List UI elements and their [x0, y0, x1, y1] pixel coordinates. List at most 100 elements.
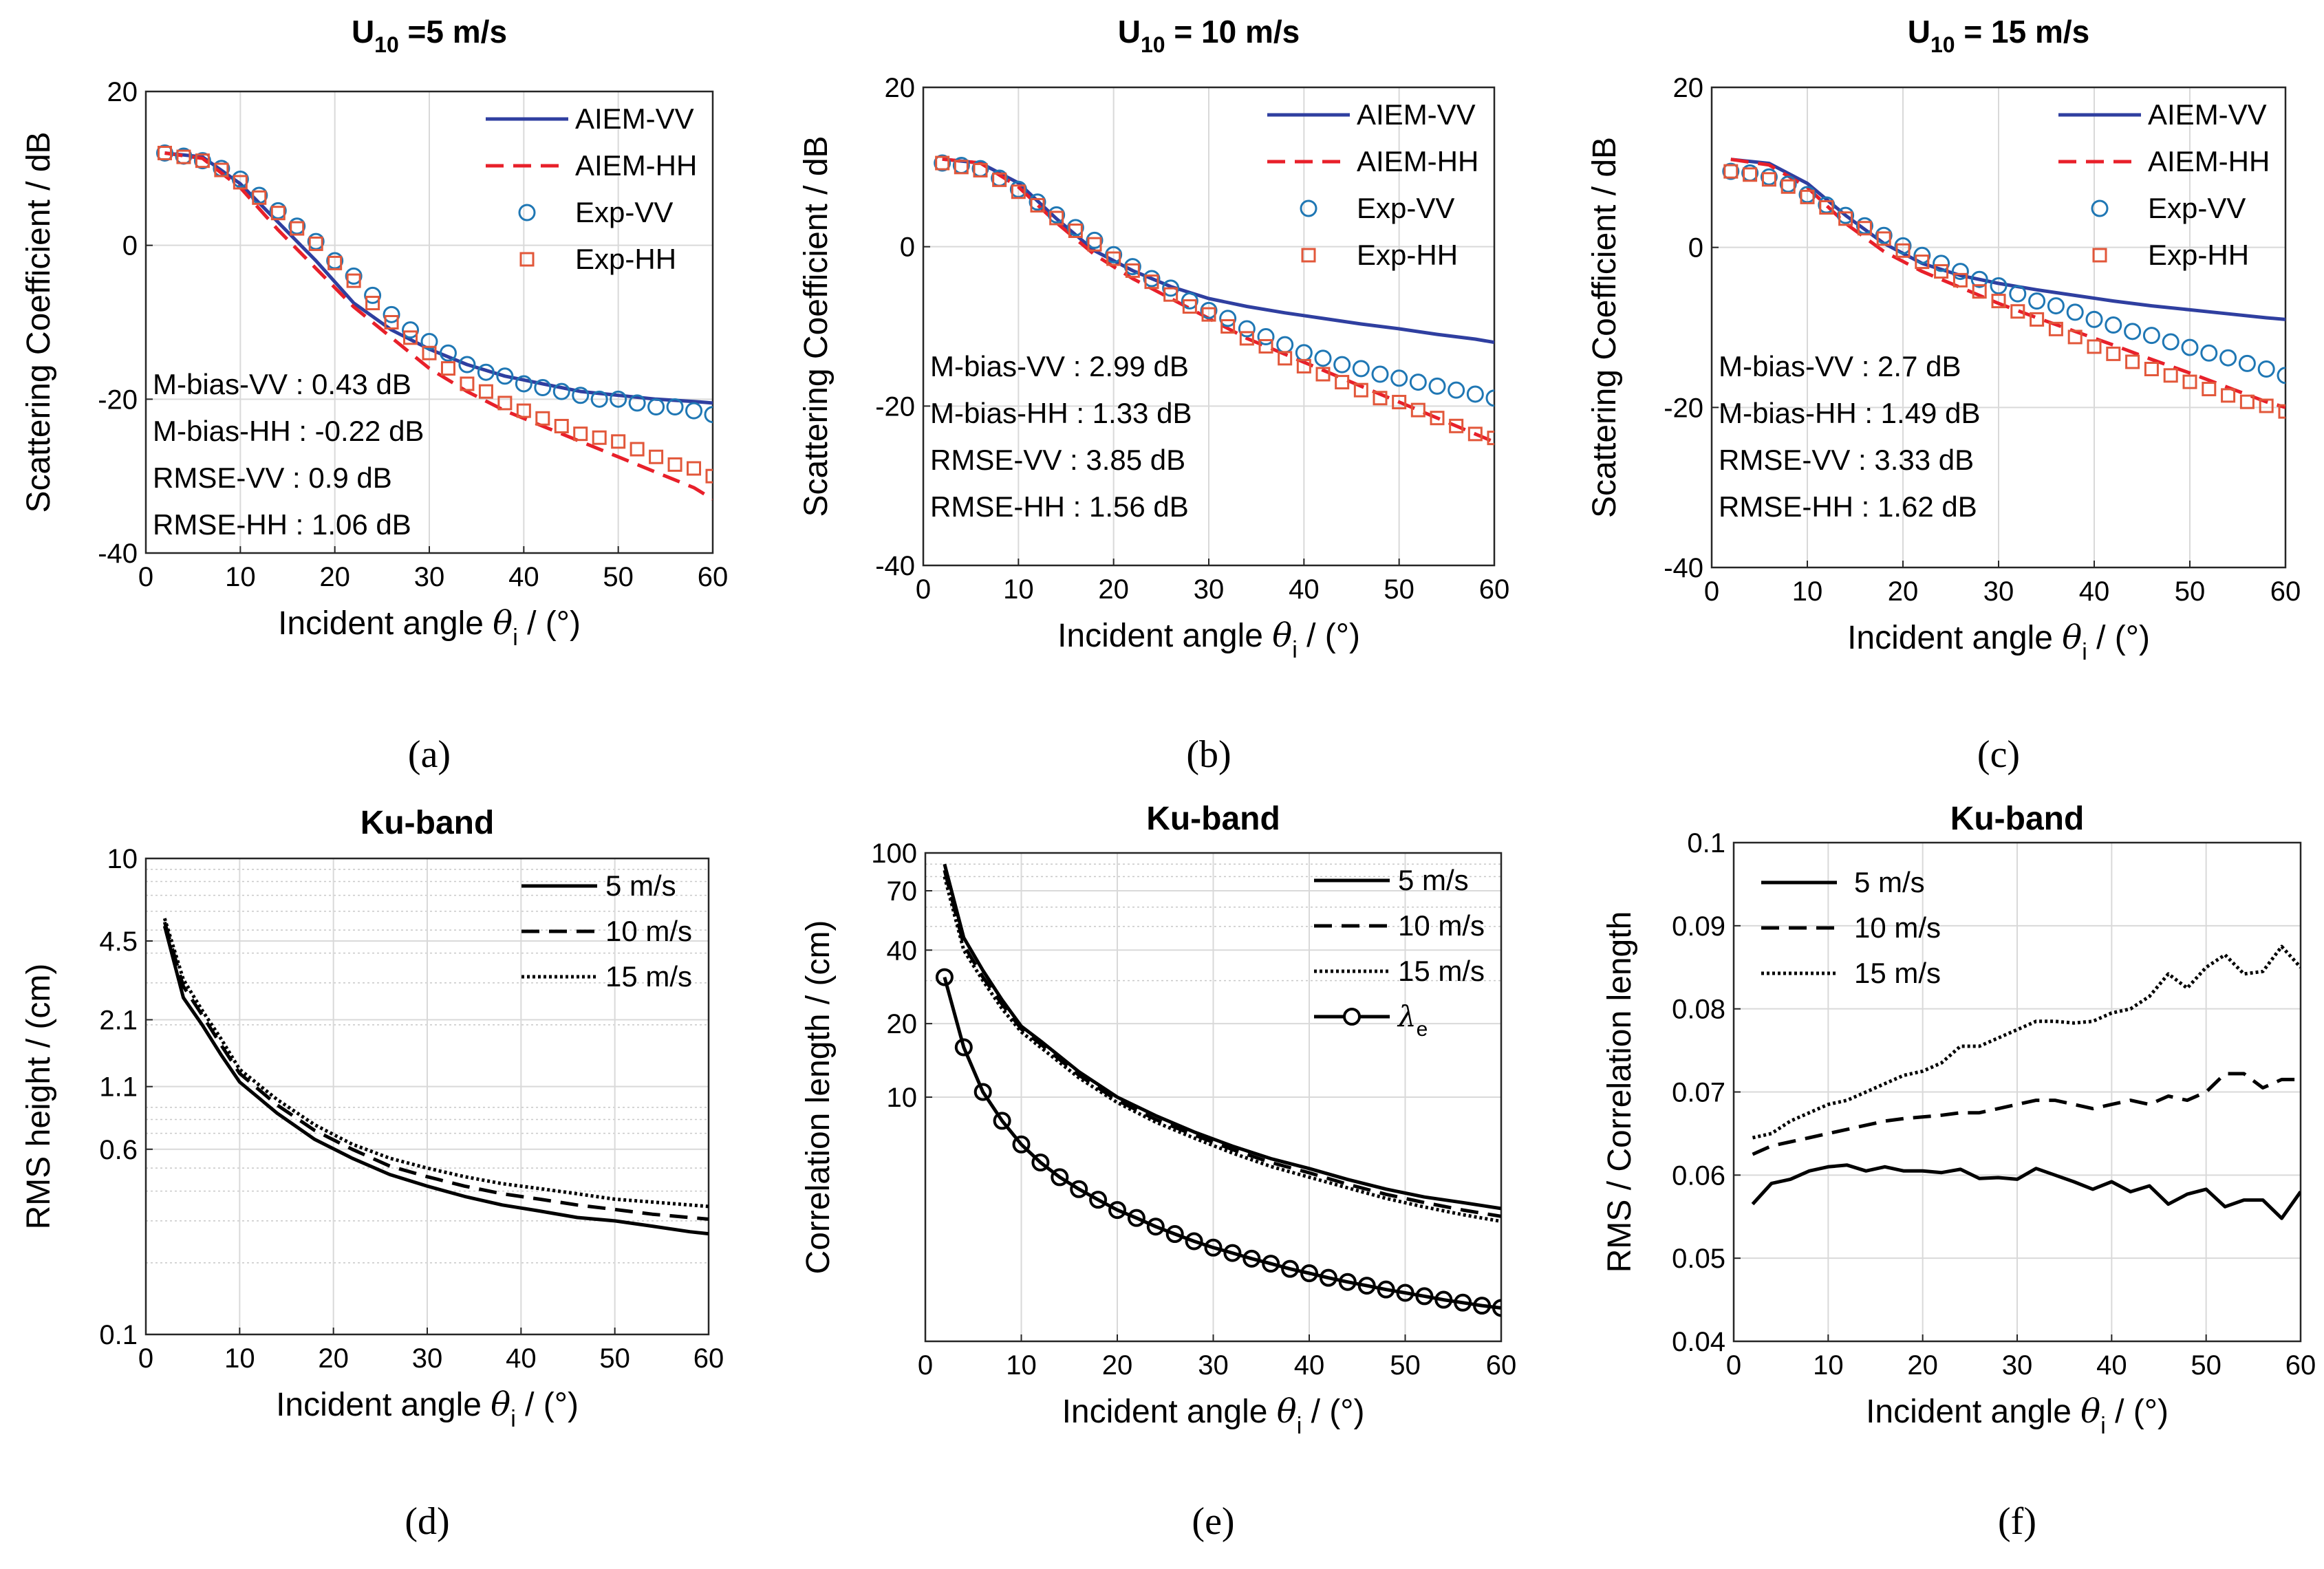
series-aiem-hh [164, 151, 713, 501]
data-point [954, 1038, 973, 1057]
data-point [649, 449, 664, 464]
data-point [1467, 426, 1483, 442]
data-point [1012, 1135, 1031, 1154]
legend-label: λe [1397, 999, 1428, 1041]
data-point [1011, 184, 1026, 199]
data-point [1837, 206, 1855, 224]
data-point [458, 356, 476, 374]
plot-area-c [1722, 158, 2285, 419]
legend-marker [518, 204, 536, 221]
panel-caption: (a) [408, 733, 451, 776]
data-point [935, 155, 950, 171]
y-tick-label: 70 [887, 876, 918, 907]
data-point [516, 403, 531, 418]
data-point [1875, 226, 1893, 244]
series-aiem-vv [942, 157, 1494, 345]
x-tick-label: 40 [508, 562, 539, 592]
data-point [1204, 1238, 1223, 1257]
data-point [384, 315, 399, 329]
x-tick-label: 40 [2079, 576, 2110, 607]
x-label-text: Incident angle [1057, 618, 1272, 654]
x-axis-label: Incident angle θi / (°) [1057, 616, 1360, 663]
y-tick-label: -40 [875, 551, 915, 581]
y-tick-label: 20 [885, 73, 916, 103]
stat-text: RMSE-VV : 3.85 dB [930, 444, 1185, 476]
y-tick-label: 100 [871, 838, 917, 869]
series-line [162, 918, 709, 1209]
legend-label: AIEM-VV [1357, 98, 1476, 131]
x-tick-label: 60 [2270, 576, 2301, 607]
x-axis-label: Incident angle θi / (°) [276, 1385, 579, 1432]
data-point [497, 396, 513, 411]
x-tick-label: 30 [412, 1343, 443, 1374]
data-point [2048, 321, 2063, 336]
chart-title: Ku-band [1950, 801, 2085, 837]
title-sub: 10 [1141, 32, 1165, 57]
data-point [534, 379, 552, 397]
x-tick-label: 10 [1813, 1350, 1844, 1381]
x-tick-label: 20 [1098, 574, 1129, 605]
data-point [1392, 395, 1407, 410]
legend-item: Exp-VV [518, 196, 673, 228]
x-label-sub: i [513, 625, 518, 651]
x-label-unit: / (°) [2106, 1394, 2169, 1430]
data-point [685, 402, 703, 420]
data-point [1066, 219, 1084, 237]
legend-item: AIEM-VV [486, 102, 694, 135]
data-point [1314, 349, 1332, 367]
x-axis-label: Incident angle θi / (°) [1062, 1392, 1365, 1439]
legend-marker [1300, 199, 1317, 217]
data-point [1743, 167, 1758, 182]
data-point [2277, 367, 2285, 385]
data-point [1352, 360, 1370, 378]
y-tick-label: 0.04 [1672, 1327, 1725, 1357]
x-label-sub: i [2100, 1413, 2106, 1439]
data-point [1951, 263, 1969, 281]
data-point [1219, 310, 1237, 327]
series-aiem-hh [1730, 158, 2285, 409]
data-point [1048, 206, 1066, 224]
x-tick-label: 40 [1294, 1350, 1325, 1381]
stats-b: M-bias-VV : 2.99 dB M-bias-HH : 1.33 dB RM… [930, 350, 1192, 523]
data-point [1257, 328, 1275, 346]
data-point [1761, 172, 1776, 187]
legend-item: AIEM-HH [1267, 145, 1478, 177]
data-point [1448, 381, 1465, 399]
data-point [1915, 255, 1930, 270]
series-10-m-s [943, 869, 1501, 1218]
data-point [2106, 346, 2121, 361]
x-label-unit: / (°) [518, 605, 581, 642]
stat-text: RMSE-HH : 1.06 dB [153, 508, 411, 541]
x-label-text: Incident angle [1062, 1394, 1277, 1430]
series-line [942, 157, 1494, 444]
data-point [611, 434, 626, 449]
data-point [420, 332, 438, 350]
stat-text: RMSE-VV : 0.9 dB [153, 462, 392, 494]
x-tick-label: 20 [1888, 576, 1919, 607]
data-point [630, 442, 645, 457]
y-tick-label: 40 [887, 935, 918, 966]
data-point [515, 375, 532, 393]
x-axis-label: Incident angle θi / (°) [1847, 618, 2150, 665]
y-tick-label: 0 [1688, 233, 1703, 263]
stat-text: RMSE-HH : 1.62 dB [1719, 490, 1977, 523]
data-point [1051, 1168, 1069, 1187]
x-label-symbol: θ [2080, 1392, 2100, 1431]
title-main: U [1908, 14, 1930, 50]
title-sub: 10 [1930, 32, 1955, 57]
data-point [383, 305, 400, 323]
legend-label: 10 m/s [605, 915, 692, 947]
stat-text: M-bias-VV : 2.99 dB [930, 350, 1189, 382]
panel-caption: (e) [1192, 1500, 1234, 1543]
legend-label: 5 m/s [605, 869, 676, 902]
data-point [2124, 323, 2142, 340]
y-axis-label: Scattering Coefficient / dB [798, 136, 835, 517]
data-point [1913, 246, 1931, 264]
data-point [1377, 1280, 1395, 1299]
y-tick-label: 4.5 [99, 927, 138, 957]
legend-label: AIEM-HH [575, 149, 697, 182]
legend-item: Exp-VV [2091, 192, 2246, 224]
y-axis-label: RMS / Correlation length [1602, 911, 1638, 1273]
